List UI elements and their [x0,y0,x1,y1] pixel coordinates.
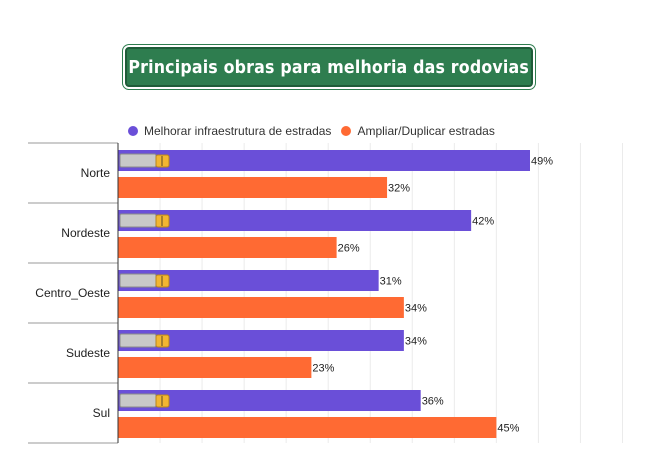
data-label: 26% [338,243,360,255]
data-label: 34% [405,303,427,315]
legend-marker-series-1 [128,126,138,136]
bar [118,297,404,318]
legend-label-series-2: Ampliar/Duplicar estradas [357,124,495,138]
bar [118,177,388,198]
data-label: 31% [380,276,402,288]
data-label: 32% [388,183,410,195]
truck-icon [119,333,157,348]
truck-icon [119,153,157,168]
category-label: Sudeste [66,346,110,360]
data-label: 42% [472,216,494,228]
legend-item-series-1: Melhorar infraestrutura de estradas [128,124,331,138]
category-label: Centro_Oeste [35,286,110,300]
data-label: 49% [531,156,553,168]
bar [118,210,472,231]
data-label: 34% [405,336,427,348]
category-label: Norte [81,166,111,180]
bar [118,357,312,378]
truck-icon [119,273,157,288]
data-label: 23% [312,363,334,375]
bar [118,417,497,438]
data-label: 45% [497,423,519,435]
bar [118,237,337,258]
truck-icon [119,213,157,228]
bar [118,150,530,171]
legend: Melhorar infraestrutura de estradas Ampl… [128,123,505,139]
category-label: Nordeste [61,226,110,240]
chart-title: Principais obras para melhoria das rodov… [128,56,530,78]
legend-marker-series-2 [341,126,352,136]
chart-title-banner: Principais obras para melhoria das rodov… [125,47,533,87]
bar [118,330,404,351]
truck-icon [119,393,157,408]
bar [118,270,379,291]
legend-item-series-2: Ampliar/Duplicar estradas [341,124,495,138]
data-label: 36% [422,396,444,408]
bar [118,390,421,411]
category-label: Sul [93,406,110,420]
legend-label-series-1: Melhorar infraestrutura de estradas [144,124,332,138]
